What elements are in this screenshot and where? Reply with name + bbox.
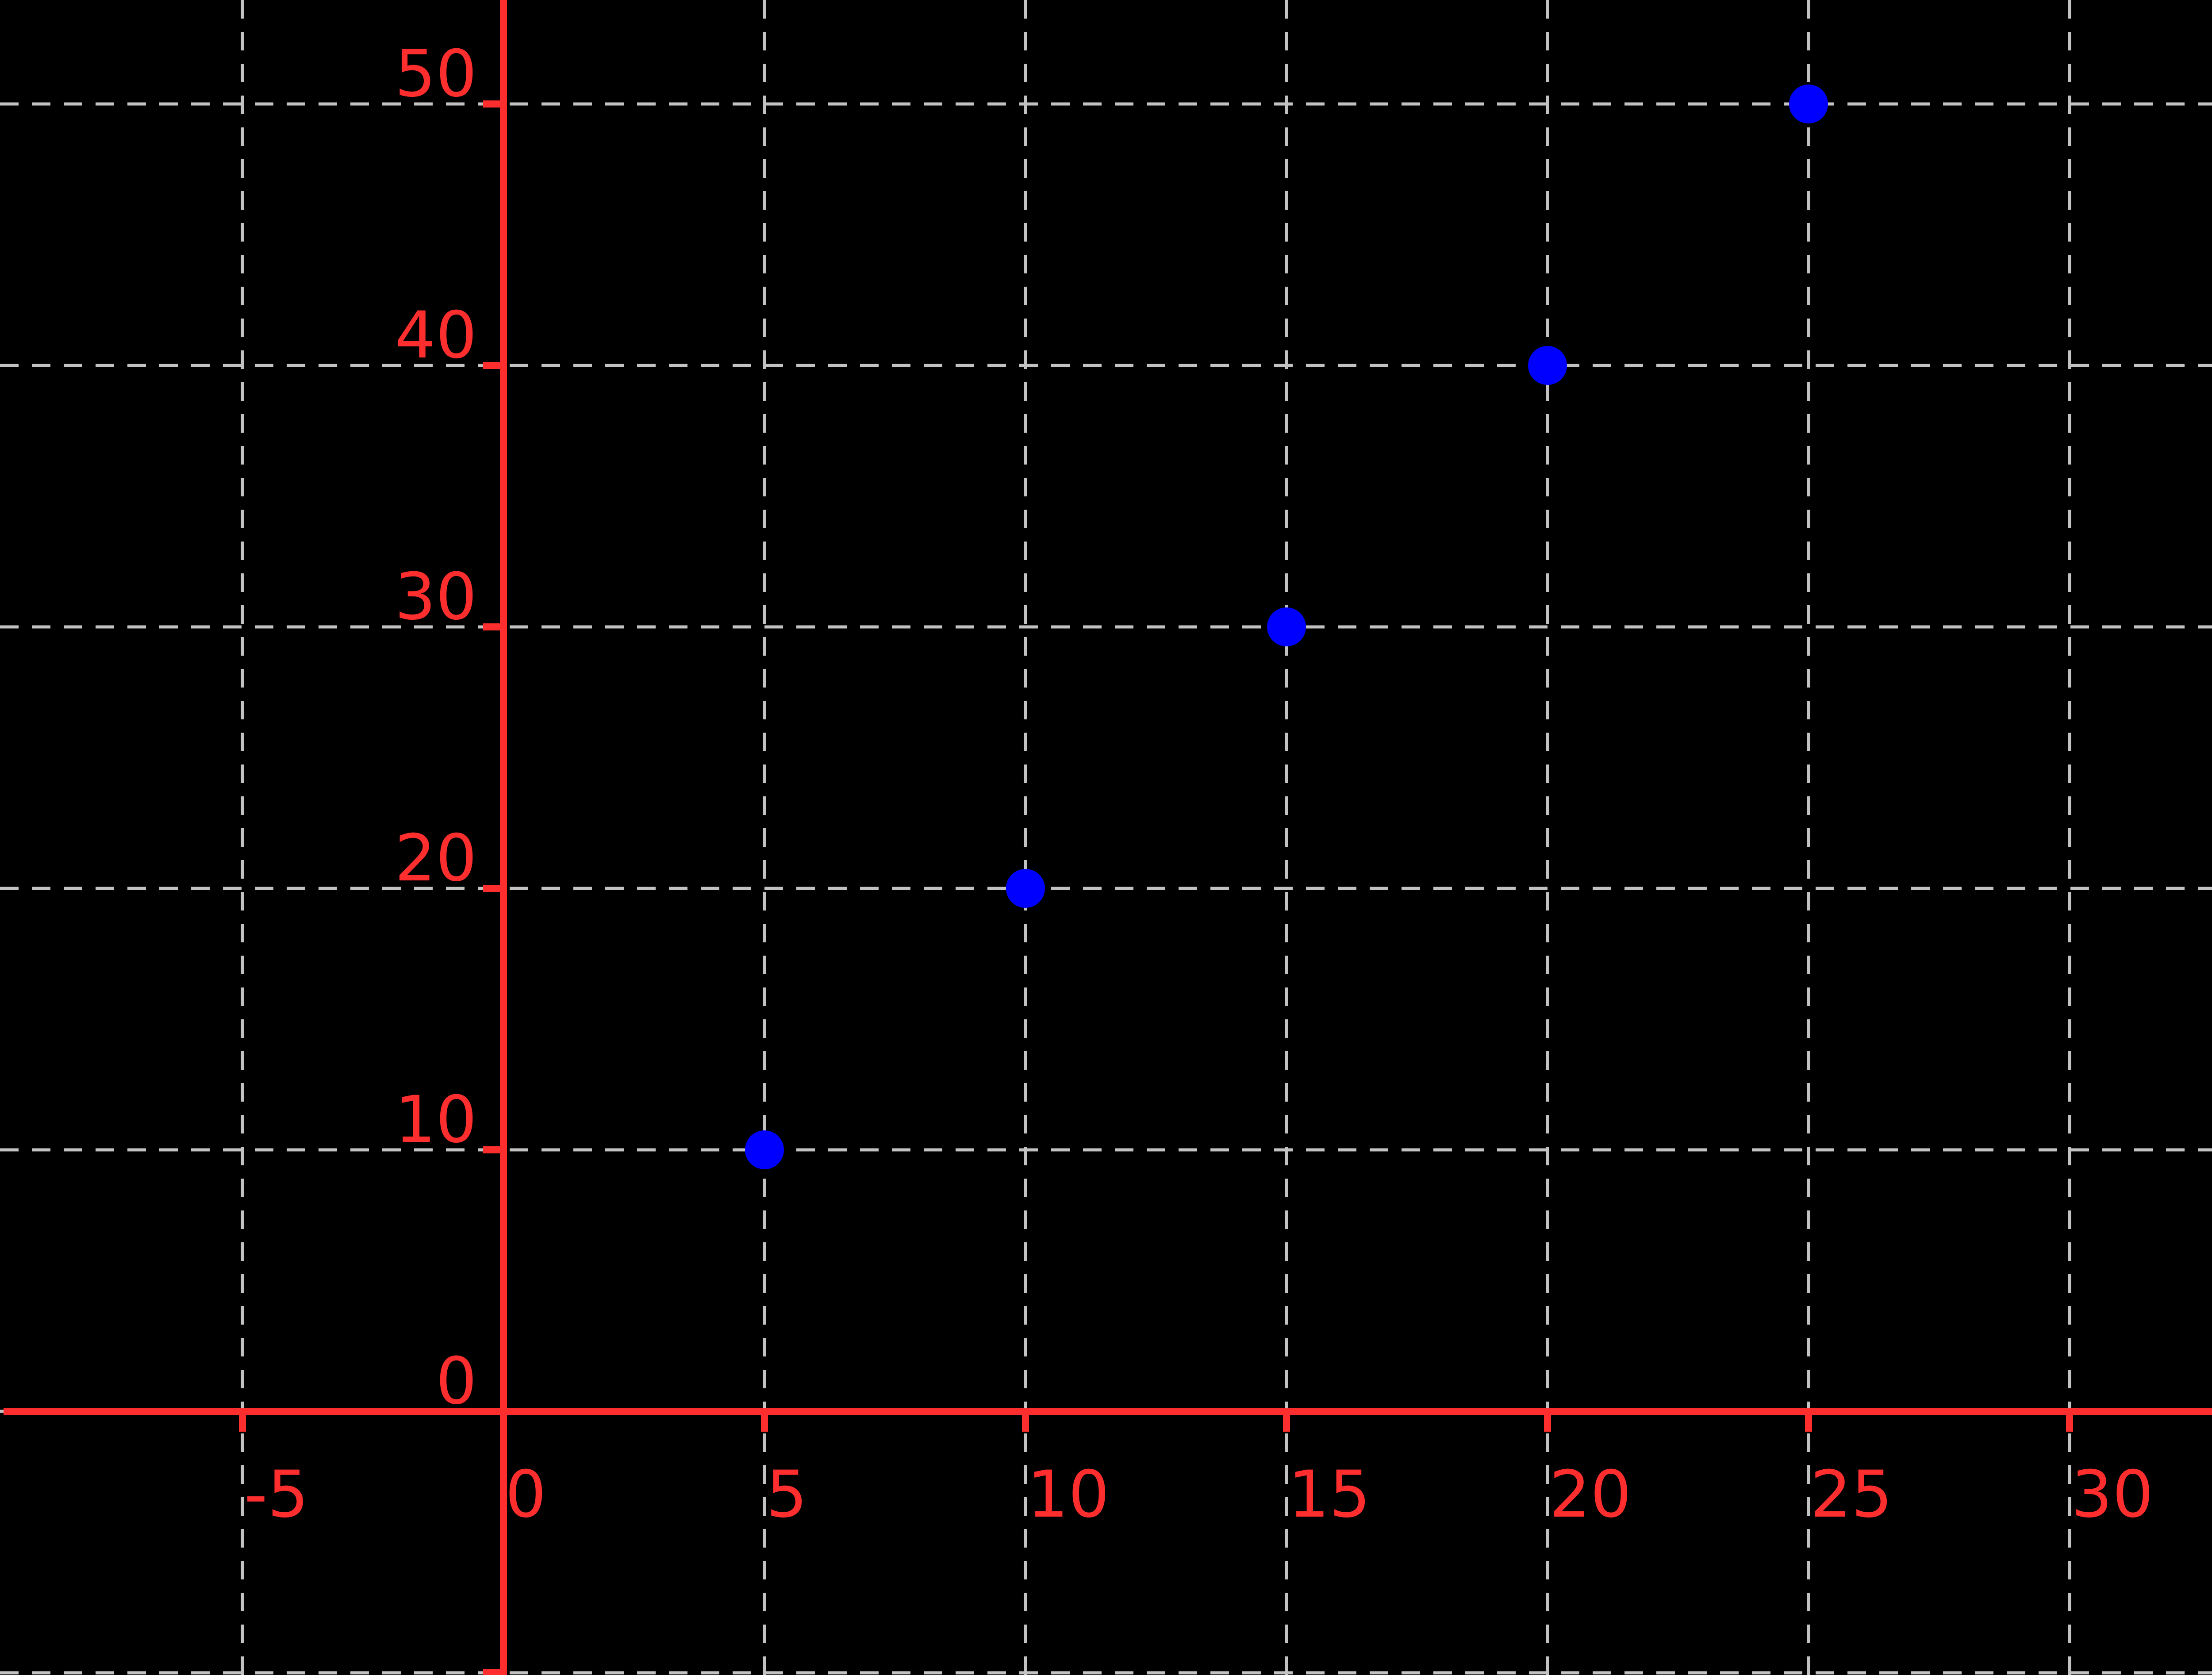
y-tick-label-30: 30: [395, 559, 477, 634]
x-tick-label-30: 30: [2071, 1457, 2154, 1532]
y-tick-label-20: 20: [395, 821, 477, 896]
data-point-25-50: [1789, 85, 1828, 123]
x-tick-label--5: -5: [244, 1457, 309, 1532]
x-tick-label-0: 0: [505, 1457, 546, 1532]
data-point-20-40: [1528, 346, 1567, 385]
y-tick-label-50: 50: [395, 36, 477, 111]
data-point-15-30: [1267, 607, 1306, 646]
x-tick-label-25: 25: [1810, 1457, 1893, 1532]
x-tick-label-5: 5: [766, 1457, 807, 1532]
y-tick-label-40: 40: [395, 298, 477, 373]
x-tick-label-20: 20: [1549, 1457, 1632, 1532]
y-tick-label-0: 0: [436, 1344, 477, 1419]
x-tick-label-10: 10: [1027, 1457, 1110, 1532]
y-tick-label-10: 10: [395, 1082, 477, 1157]
data-point-10-20: [1006, 869, 1045, 908]
x-tick-label-15: 15: [1288, 1457, 1371, 1532]
data-point-5-10: [745, 1130, 784, 1169]
